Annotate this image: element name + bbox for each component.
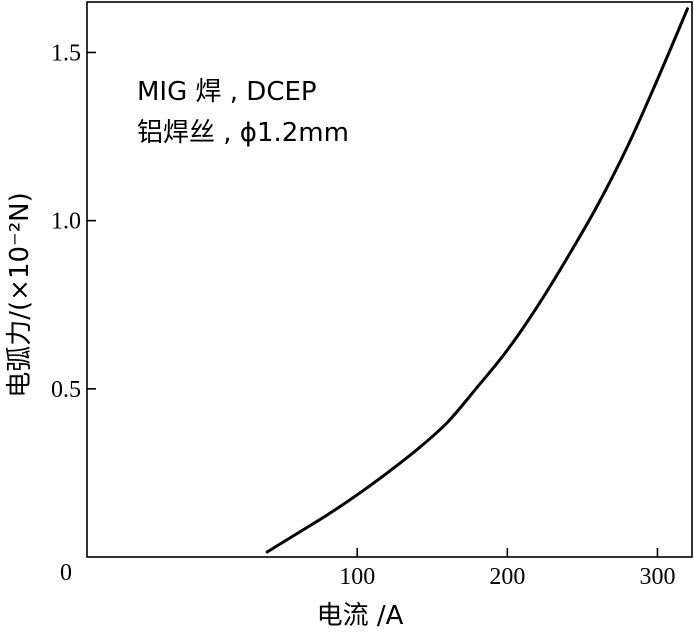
- x-tick-label: 300: [639, 564, 675, 590]
- series-line: [265, 7, 689, 554]
- y-axis-ticks: 0.5 1.0 1.5: [51, 40, 96, 403]
- x-axis-ticks: 100 200 300: [339, 548, 675, 590]
- y-tick-label: 0.5: [51, 377, 81, 403]
- x-axis-title: 电流 /A: [317, 601, 404, 631]
- annotation-wire: 铝焊丝 , ϕ1.2mm: [137, 118, 349, 148]
- x-tick-label: 200: [489, 564, 525, 590]
- origin-label: 0: [60, 560, 72, 586]
- x-tick-label: 100: [339, 564, 375, 590]
- y-tick-label: 1.0: [51, 209, 81, 235]
- series-group: [265, 7, 689, 554]
- plot-area-frame: [86, 1, 693, 558]
- y-axis-title: 电弧力/(×10⁻²N): [5, 192, 35, 398]
- annotation-process: MIG 焊 , DCEP: [137, 77, 317, 107]
- y-tick-label: 1.5: [51, 40, 81, 66]
